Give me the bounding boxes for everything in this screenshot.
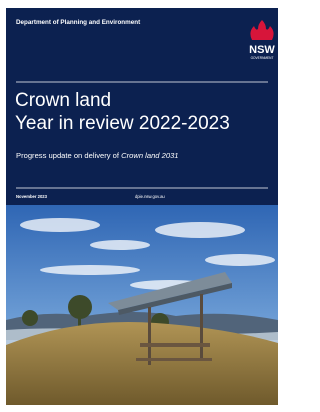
logo-sub: GOVERNMENT	[251, 56, 274, 60]
title-line-2: Year in review 2022-2023	[15, 113, 230, 134]
date: November 2023	[16, 194, 48, 199]
website: dpie.nsw.gov.au	[135, 194, 165, 199]
subtitle: Progress update on delivery of Crown lan…	[16, 151, 179, 160]
title-line-1: Crown land	[15, 90, 111, 111]
subtitle-italic: Crown land 2031	[121, 151, 178, 160]
logo-name: NSW	[249, 44, 275, 56]
subtitle-prefix: Progress update on delivery of	[16, 151, 121, 160]
cover: Department of Planning and Environment N…	[0, 0, 284, 412]
department: Department of Planning and Environment	[16, 19, 141, 26]
page: Department of Planning and Environment N…	[0, 0, 284, 412]
cover-photo	[6, 205, 278, 412]
